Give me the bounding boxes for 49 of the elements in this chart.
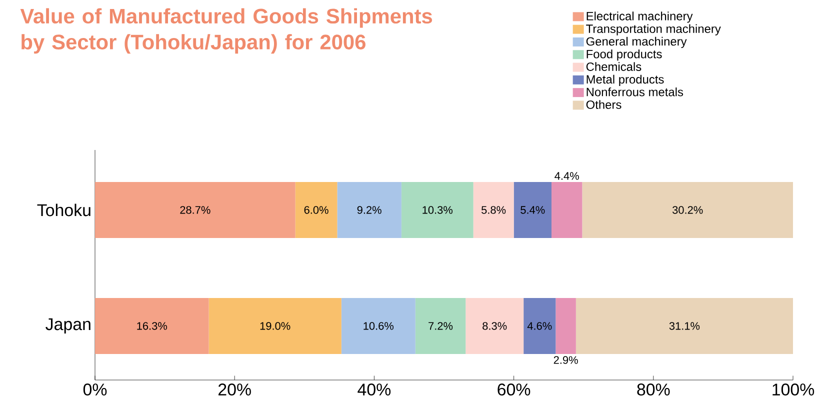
- data-label: 31.1%: [669, 322, 700, 330]
- bar: [582, 182, 794, 238]
- bar: [95, 298, 209, 354]
- bar: [341, 298, 416, 354]
- data-label: 9.2%: [357, 206, 382, 214]
- legend-label: Transportation machinery: [586, 24, 721, 36]
- data-label: 10.3%: [422, 206, 453, 214]
- legend-label: Chemicals: [586, 62, 642, 71]
- y-tick-label: Japan: [46, 318, 90, 334]
- legend-label: Food products: [586, 50, 662, 61]
- data-label: 2.9%: [554, 356, 578, 364]
- x-tick-label: 60%: [498, 384, 530, 396]
- data-label: 4.6%: [527, 322, 552, 330]
- legend-label: Others: [586, 100, 622, 109]
- data-label: 19.0%: [260, 322, 290, 330]
- data-label: 28.7%: [180, 206, 210, 214]
- data-label: 6.0%: [304, 206, 328, 214]
- legend-label: Metal products: [586, 74, 664, 86]
- bar: [514, 182, 552, 238]
- bar: [473, 182, 514, 238]
- legend-label: Nonferrous metals: [586, 87, 684, 96]
- bar: [95, 182, 296, 238]
- bar: [552, 182, 582, 238]
- bar: [337, 182, 402, 238]
- y-tick-label: Tohoku: [37, 204, 90, 216]
- x-tick-label: 20%: [218, 384, 251, 396]
- bar: [208, 298, 342, 354]
- data-label: 7.2%: [428, 322, 453, 330]
- data-label: 5.4%: [520, 206, 545, 214]
- legend-label: Electrical machinery: [586, 12, 693, 23]
- bar: [556, 298, 576, 354]
- chart-title: Value of Manufactured Goods Shipments by Sector (Tohoku/Japan) for 2006: [20, 8, 432, 54]
- data-label: 16.3%: [137, 322, 168, 330]
- data-label: 10.6%: [364, 322, 394, 330]
- bar: [415, 298, 466, 354]
- data-label: 4.4%: [554, 172, 579, 180]
- bar: [401, 182, 474, 238]
- data-label: 5.8%: [482, 206, 506, 214]
- data-label: 30.2%: [672, 206, 703, 214]
- bar: [576, 298, 794, 354]
- bar: [524, 298, 556, 354]
- bar: [295, 182, 338, 238]
- x-tick-label: 0%: [83, 384, 107, 396]
- x-tick-label: 40%: [358, 384, 391, 396]
- bar: [466, 298, 524, 354]
- x-tick-label: 80%: [637, 384, 670, 396]
- legend-label: General machinery: [586, 36, 687, 48]
- x-tick-label: 100%: [772, 384, 814, 396]
- data-label: 8.3%: [482, 322, 507, 330]
